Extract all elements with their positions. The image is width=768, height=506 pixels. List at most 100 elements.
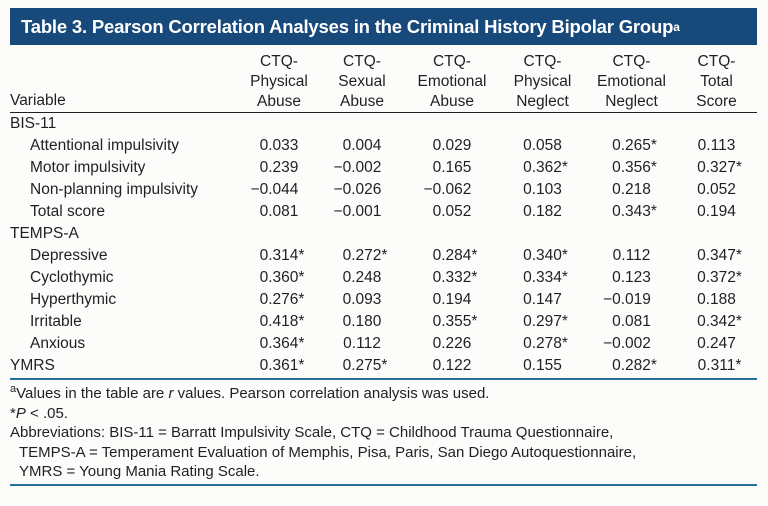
value-cell: 0.372 *: [676, 269, 757, 287]
row-label: Hyperthymic: [30, 291, 117, 308]
value-cell: 0.360 *: [240, 269, 318, 287]
correlation-value: 0.180: [342, 313, 382, 330]
value-cell: −0.002: [587, 335, 676, 353]
footnote-text: r: [168, 385, 174, 402]
correlation-value: 0.147: [523, 291, 562, 308]
minus-sign: −: [603, 335, 613, 352]
value-cell: 0.155: [498, 357, 587, 375]
column-header: CTQ- Emotional Abuse: [406, 52, 498, 112]
table-row: Non-planning impulsivity −0.044−0.026−0.0…: [10, 179, 757, 201]
correlation-value: 0.282 *: [612, 357, 657, 374]
correlation-value: 0.165: [432, 159, 472, 176]
table-content: Variable CTQ- Physical Abuse CTQ- Sexual Abus…: [10, 50, 757, 486]
value-cell: 0.364 *: [240, 335, 318, 353]
table-row: TEMPS-A: [10, 223, 757, 245]
value-cell: −0.062: [406, 181, 498, 199]
correlation-value: 0.418 *: [259, 313, 305, 330]
value-cell: 0.058: [498, 137, 587, 155]
column-header-line: Abuse: [430, 93, 474, 110]
column-header-line: Emotional: [417, 73, 487, 90]
correlation-value: −0.044: [250, 181, 299, 198]
table-row: Anxious 0.364 * 0.112 0.226 0.278 * −0.002 0.247: [10, 333, 757, 355]
value-cell: 0.194: [676, 203, 757, 221]
correlation-value: −0.019: [603, 291, 651, 308]
value-cell: 0.103: [498, 181, 587, 199]
section-label: BIS-11: [10, 115, 57, 132]
table-body: BIS-11 Attentional impulsivity 0.033 0.004 0…: [10, 113, 757, 377]
row-label: Anxious: [30, 335, 86, 352]
table-title-bar: Table 3. Pearson Correlation Analyses in…: [10, 8, 757, 45]
correlation-value: −0.002: [603, 335, 651, 352]
column-header-line: CTQ-: [260, 53, 298, 70]
value-cell: 0.033: [240, 137, 318, 155]
significance-asterisk: *: [650, 203, 657, 220]
footnote-text: Abbreviations: BIS-11 = Barratt Impulsiv…: [10, 424, 614, 441]
correlation-value: 0.327 *: [697, 159, 742, 176]
significance-asterisk: *: [471, 313, 478, 330]
value-cell: −0.044: [240, 181, 318, 199]
significance-asterisk: *: [735, 313, 742, 330]
correlation-value: 0.314 *: [259, 247, 305, 264]
table-row: Total score 0.081 −0.001 0.052 0.182 0.343 * 0.…: [10, 201, 757, 223]
section-label: TEMPS-A: [10, 225, 79, 242]
significance-asterisk: *: [561, 269, 568, 286]
table-title: Table 3. Pearson Correlation Analyses in…: [21, 15, 674, 37]
value-cell: 0.182: [498, 203, 587, 221]
footnote-text: < .05.: [25, 404, 68, 422]
footnote-text: Values in the table are: [16, 385, 169, 402]
value-cell: 0.113: [676, 137, 757, 155]
correlation-value: 0.188: [697, 291, 736, 308]
value-cell: 0.332 *: [406, 269, 498, 287]
value-cell: 0.081: [240, 203, 318, 221]
minus-sign: −: [333, 159, 343, 176]
correlation-value: 0.058: [523, 137, 562, 154]
row-label: Depressive: [30, 247, 108, 264]
correlation-value: 0.334 *: [523, 269, 568, 286]
minus-sign: −: [333, 181, 343, 198]
value-cell: 0.112: [318, 335, 406, 353]
column-header: CTQ- Emotional Neglect: [587, 52, 676, 112]
correlation-value: 0.226: [432, 335, 472, 352]
value-cell: 0.247: [676, 335, 757, 353]
value-cell: 0.314 *: [240, 247, 318, 265]
column-header-line: CTQ-: [343, 53, 381, 70]
correlation-value: 0.342 *: [697, 313, 742, 330]
correlation-value: 0.123: [612, 269, 651, 286]
significance-asterisk: *: [298, 357, 305, 374]
value-cell: 0.052: [676, 181, 757, 199]
correlation-value: 0.355 *: [432, 313, 478, 330]
column-header-line: Neglect: [605, 93, 658, 110]
value-cell: 0.275 *: [318, 357, 406, 375]
row-label: Motor impulsivity: [30, 159, 146, 176]
correlation-value: 0.275 *: [342, 357, 388, 374]
value-cell: 0.147: [498, 291, 587, 309]
value-cell: 0.123: [587, 269, 676, 287]
column-header: CTQ- Sexual Abuse: [318, 52, 406, 112]
correlation-value: 0.218: [612, 181, 651, 198]
correlation-value: 0.103: [523, 181, 562, 198]
significance-asterisk: *: [561, 335, 568, 352]
minus-sign: −: [603, 291, 613, 308]
value-cell: 0.334 *: [498, 269, 587, 287]
table-row: BIS-11: [10, 113, 757, 135]
minus-sign: −: [333, 203, 343, 220]
significance-asterisk: *: [735, 269, 742, 286]
footnote-text: YMRS = Young Mania Rating Scale.: [19, 463, 260, 480]
value-cell: 0.188: [676, 291, 757, 309]
value-cell: 0.311 *: [676, 357, 757, 375]
minus-sign: −: [250, 181, 260, 198]
table-row: Depressive 0.314 * 0.272 * 0.284 * 0.340 * 0.112 0…: [10, 245, 757, 267]
significance-asterisk: *: [650, 137, 657, 154]
significance-asterisk: *: [298, 313, 305, 330]
correlation-value: 0.360 *: [259, 269, 305, 286]
significance-asterisk: *: [298, 291, 305, 308]
value-cell: 0.361 *: [240, 357, 318, 375]
significance-asterisk: *: [735, 247, 742, 264]
value-cell: 0.276 *: [240, 291, 318, 309]
footnote-text: P: [15, 404, 26, 422]
correlation-value: 0.284 *: [432, 247, 478, 264]
correlation-value: 0.272 *: [342, 247, 388, 264]
value-cell: 0.355 *: [406, 313, 498, 331]
significance-asterisk: *: [650, 159, 657, 176]
